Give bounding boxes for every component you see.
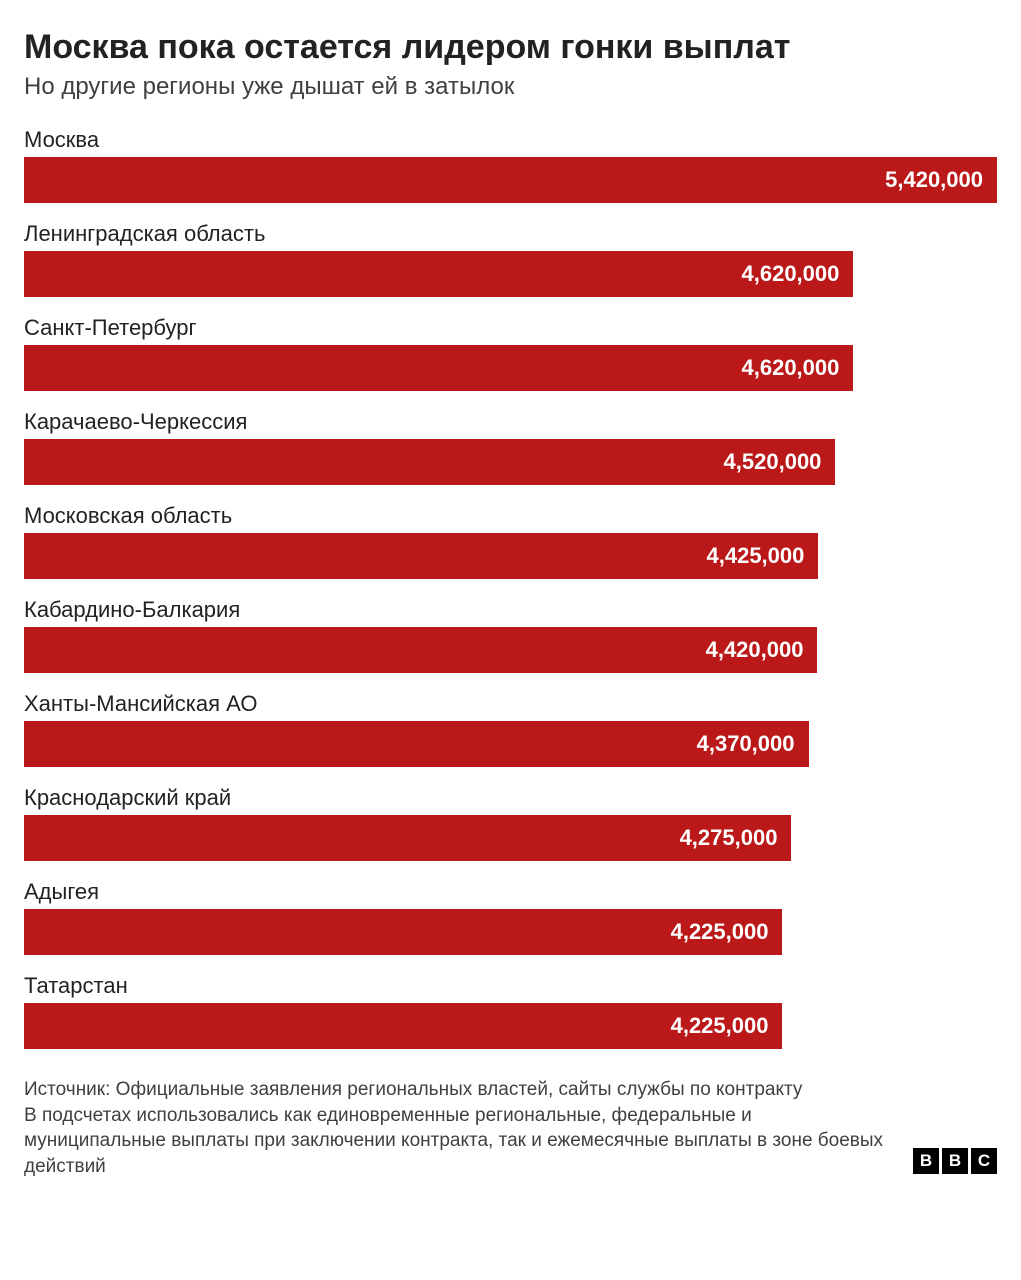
bar: 4,520,000 [24, 439, 835, 485]
bar: 4,370,000 [24, 721, 809, 767]
bar-value: 4,225,000 [671, 1013, 769, 1039]
bar: 4,420,000 [24, 627, 817, 673]
bar-label: Адыгея [24, 879, 997, 905]
source-footnote: Источник: Официальные заявления регионал… [24, 1077, 897, 1180]
bar-label: Москва [24, 127, 997, 153]
bar-value: 5,420,000 [885, 167, 983, 193]
bar-value: 4,620,000 [742, 261, 840, 287]
bar-label: Краснодарский край [24, 785, 997, 811]
bar-value: 4,520,000 [724, 449, 822, 475]
bar-label: Санкт-Петербург [24, 315, 997, 341]
bar: 4,620,000 [24, 345, 853, 391]
bar-value: 4,425,000 [707, 543, 805, 569]
bar-row: Ханты-Мансийская АО 4,370,000 [24, 691, 997, 767]
bar-label: Татарстан [24, 973, 997, 999]
bar: 4,620,000 [24, 251, 853, 297]
bar: 4,225,000 [24, 1003, 782, 1049]
bar-label: Карачаево-Черкессия [24, 409, 997, 435]
bar-value: 4,275,000 [680, 825, 778, 851]
bar-row: Карачаево-Черкессия 4,520,000 [24, 409, 997, 485]
bar: 5,420,000 [24, 157, 997, 203]
bar: 4,425,000 [24, 533, 818, 579]
chart-title: Москва пока остается лидером гонки выпла… [24, 28, 997, 67]
bar-label: Ханты-Мансийская АО [24, 691, 997, 717]
bar-label: Московская область [24, 503, 997, 529]
bar-row: Краснодарский край 4,275,000 [24, 785, 997, 861]
bar-row: Кабардино-Балкария 4,420,000 [24, 597, 997, 673]
bar-value: 4,225,000 [671, 919, 769, 945]
bar-row: Москва 5,420,000 [24, 127, 997, 203]
bbc-logo-letter: B [913, 1148, 939, 1174]
bar-value: 4,370,000 [697, 731, 795, 757]
bar: 4,225,000 [24, 909, 782, 955]
bar-label: Кабардино-Балкария [24, 597, 997, 623]
chart-subtitle: Но другие регионы уже дышат ей в затылок [24, 73, 997, 101]
bbc-logo: B B C [913, 1148, 997, 1180]
bar-label: Ленинградская область [24, 221, 997, 247]
bbc-logo-letter: B [942, 1148, 968, 1174]
bar-value: 4,420,000 [706, 637, 804, 663]
bbc-logo-letter: C [971, 1148, 997, 1174]
bar-row: Санкт-Петербург 4,620,000 [24, 315, 997, 391]
bar-row: Ленинградская область 4,620,000 [24, 221, 997, 297]
bar-chart: Москва 5,420,000 Ленинградская область 4,62… [24, 127, 997, 1049]
bar-row: Татарстан 4,225,000 [24, 973, 997, 1049]
bar-row: Московская область 4,425,000 [24, 503, 997, 579]
bar-row: Адыгея 4,225,000 [24, 879, 997, 955]
bar: 4,275,000 [24, 815, 791, 861]
bar-value: 4,620,000 [742, 355, 840, 381]
